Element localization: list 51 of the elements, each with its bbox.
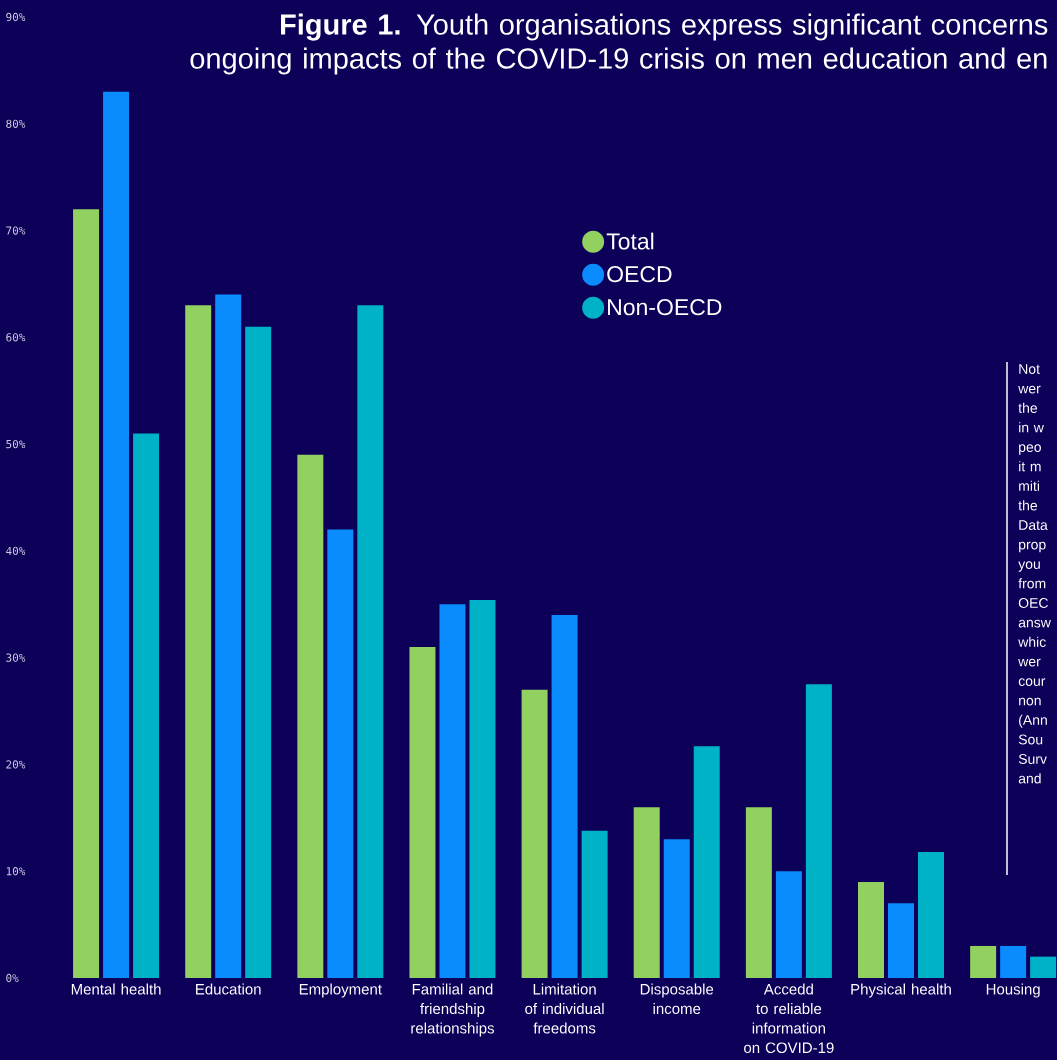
y-tick-label: 50% <box>6 439 26 449</box>
x-tick-label: Disposable income <box>640 983 714 1015</box>
y-tick-label: 40% <box>6 546 26 556</box>
x-tick-label: Accedd to reliable information on COVID-19 <box>744 983 834 1054</box>
x-tick-label: Mental health <box>71 983 161 995</box>
y-tick-label: 20% <box>6 760 26 769</box>
x-tick-label: Housing <box>986 983 1040 998</box>
bar <box>133 433 160 978</box>
x-tick-label: Employment <box>299 983 382 998</box>
bar <box>327 529 354 978</box>
bar <box>745 807 772 978</box>
bar <box>357 305 384 978</box>
text: Not wer the in w peo it m miti the Data prop you from OEC answ whic wer cour non (Ann Sou Surv and <box>1018 364 1051 784</box>
x-tick-label: Limitation of individual freedoms <box>525 983 604 1034</box>
x-tick-label: Familial and friendship relationships <box>411 983 494 1037</box>
bar <box>633 807 660 978</box>
y-tick-label: 10% <box>6 867 26 876</box>
bar <box>469 600 496 978</box>
bar <box>409 646 436 978</box>
bar <box>888 903 914 978</box>
y-tick-label: 60% <box>6 333 26 342</box>
chart-title: Figure 1. Youth organisations express significant concerns ongoing impacts of the COVID-19 crisis on men education and en <box>190 13 1048 75</box>
bar <box>858 881 884 978</box>
x-tick-label: Physical health <box>851 983 951 998</box>
bar <box>521 689 548 978</box>
x-tick-label: Education <box>196 983 261 995</box>
y-tick-label: 80% <box>6 119 26 128</box>
y-tick-label: 90% <box>6 12 26 22</box>
bar <box>551 614 578 978</box>
legend-label: OECD <box>607 266 672 283</box>
legend-label: Total <box>606 232 654 250</box>
bar <box>1000 945 1027 978</box>
y-tick-label: 30% <box>6 653 26 662</box>
bar <box>775 871 802 978</box>
y-tick-label: 70% <box>6 226 26 235</box>
bar <box>439 604 466 978</box>
y-tick-label: 0% <box>6 973 19 983</box>
bar <box>805 684 832 978</box>
bar <box>918 852 944 978</box>
bar <box>581 830 608 978</box>
bar <box>663 839 690 978</box>
bar <box>215 294 242 978</box>
legend-label: Non-OECD <box>608 299 722 316</box>
bar <box>297 454 324 978</box>
bar <box>73 209 100 978</box>
bar <box>185 305 212 978</box>
bar <box>103 91 130 978</box>
bar <box>245 326 272 978</box>
bar <box>970 945 997 978</box>
bar <box>1030 956 1057 978</box>
bar <box>693 746 720 978</box>
